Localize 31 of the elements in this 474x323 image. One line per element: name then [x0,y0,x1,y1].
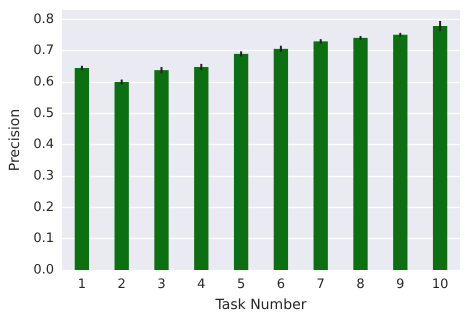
y-tick-label: 0.8 [33,12,54,27]
bar [432,26,448,270]
y-tick-label: 0.4 [33,137,54,152]
bar [393,34,408,270]
y-tick-label: 0.1 [33,231,54,246]
x-tick-label: 9 [396,277,404,292]
bar [314,41,328,270]
x-tick-label: 7 [316,277,325,292]
x-axis-title: Task Number [214,297,307,313]
y-tick-label: 0.0 [33,262,54,278]
bar [353,38,368,270]
x-tick-label: 4 [197,277,206,292]
y-tick-label: 0.6 [33,74,54,90]
y-tick-label: 0.5 [33,106,54,121]
bar [234,54,248,270]
bar [274,48,288,270]
bar [194,67,208,270]
x-tick-label: 10 [432,277,448,292]
x-tick-label: 3 [157,277,166,292]
x-tick-label: 8 [356,277,365,292]
y-axis-title: Precision [7,108,23,172]
y-tick-label: 0.2 [33,200,54,215]
x-tick-label: 6 [276,277,286,292]
x-tick-label: 1 [78,277,86,292]
bar [154,70,169,270]
x-tick-label: 2 [118,277,126,292]
x-tick-label: 5 [236,277,246,292]
y-tick-label: 0.3 [33,168,54,184]
bar [74,68,90,270]
y-tick-label: 0.7 [33,43,54,58]
bar [114,82,129,270]
